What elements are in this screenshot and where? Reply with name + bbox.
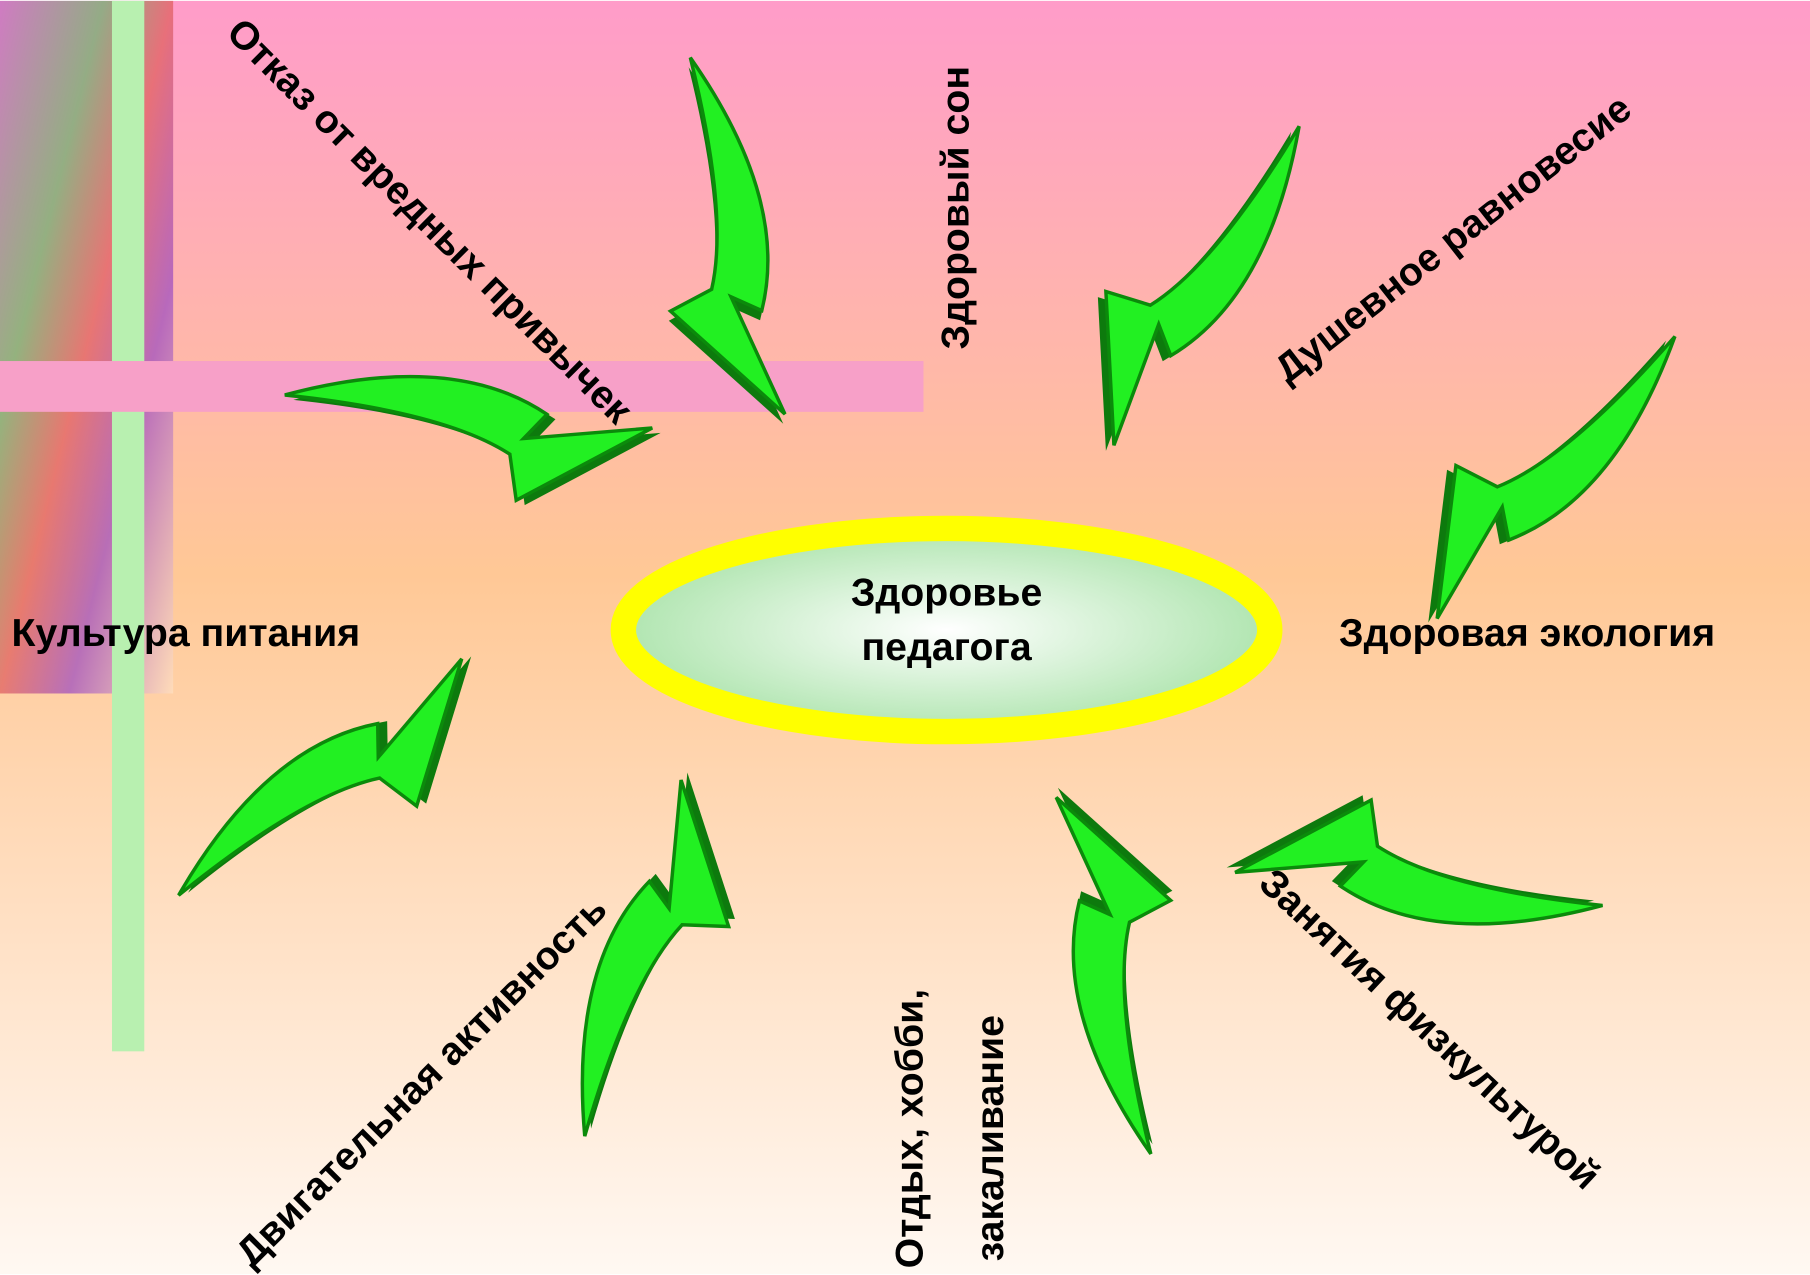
label: Здоровая экология (1339, 611, 1715, 655)
label: закаливание (968, 1015, 1012, 1261)
decoration (0, 1, 173, 694)
slide: Здоровье педагога Отказ от вредных привы… (0, 0, 1810, 1275)
label: Отдых, хобби, (887, 989, 931, 1269)
center-text: Здоровье (851, 571, 1042, 615)
label: Культура питания (12, 611, 361, 655)
decoration-bar (112, 1, 144, 1051)
label: Здоровый сон (933, 66, 977, 350)
center-text: педагога (861, 625, 1032, 669)
